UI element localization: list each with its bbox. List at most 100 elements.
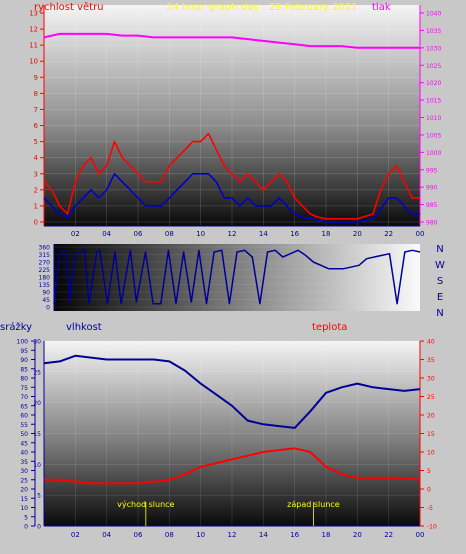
- pressure-tick-label: 1010: [426, 115, 441, 122]
- humidity-x-tick-label: 16: [290, 531, 299, 539]
- rain-tick-label: 60: [20, 413, 28, 420]
- compass-label: N: [436, 308, 443, 319]
- humidity-tick-label: 25: [33, 369, 41, 376]
- humidity-tick-label: 10: [33, 462, 41, 469]
- temperature-tick-label: 0: [427, 487, 431, 494]
- direction-series-layer: [53, 249, 421, 305]
- temperature-tick-label: 30: [427, 376, 435, 383]
- wind-tick-label: 8: [34, 90, 38, 98]
- pressure-tick-label: 980: [426, 220, 438, 227]
- direction-tick-label: 135: [39, 282, 51, 289]
- rain-tick-label: 0: [24, 524, 28, 531]
- humidity-label: vlhkost: [66, 322, 102, 333]
- wind-x-tick-label: 18: [322, 230, 331, 238]
- wind-x-tick-label: 06: [134, 230, 143, 238]
- temperature-label: teplota: [312, 322, 347, 333]
- wind-x-tick-label: 02: [71, 230, 80, 238]
- rain-label: srážky: [0, 321, 32, 333]
- direction-tick-label: 0: [46, 305, 50, 312]
- temperature-line: [44, 447, 421, 485]
- wind-x-tick-label: 20: [353, 230, 362, 238]
- wind-tick-label: 5: [34, 138, 38, 146]
- wind-x-tick-label: 12: [228, 230, 237, 238]
- rain-tick-label: 20: [20, 487, 28, 494]
- compass-label: S: [437, 276, 443, 287]
- wind-tick-label: 6: [34, 122, 39, 130]
- temperature-tick-label: -10: [427, 524, 437, 531]
- rain-tick-label: 100: [17, 339, 29, 346]
- direction-tick-label: 315: [39, 252, 51, 259]
- wind-series-layer: [43, 32, 420, 223]
- humidity-axis: 0 5 10 15 20 25 30: [33, 339, 45, 531]
- rain-tick-label: 70: [20, 394, 28, 401]
- temperature-tick-label: 35: [427, 357, 435, 364]
- humidity-tick-label: 30: [33, 339, 41, 346]
- humidity-tick-label: 0: [37, 524, 41, 531]
- temperature-tick-label: 5: [427, 468, 431, 475]
- wind-speed-label: rychlost větru: [34, 1, 104, 13]
- wind-panel-grid: [44, 5, 421, 226]
- humidity-x-tick-label: 02: [71, 531, 80, 539]
- rain-tick-label: 50: [20, 431, 28, 438]
- humidity-x-tick-label: 22: [384, 531, 393, 539]
- pressure-right-axis: 980 985 990 995 1000 1005 1010 1015 1020 1025 1030…: [419, 5, 441, 227]
- humidity-x-tick-label: 00: [416, 531, 425, 539]
- wind-tick-label: 0: [34, 219, 38, 227]
- pressure-tick-label: 1040: [426, 11, 441, 18]
- rain-tick-label: 25: [20, 477, 28, 484]
- direction-tick-label: 270: [39, 260, 51, 267]
- rain-tick-label: 65: [20, 403, 28, 410]
- rain-tick-label: 90: [20, 357, 28, 364]
- humidity-tick-label: 15: [33, 431, 41, 438]
- wind-x-tick-label: 00: [416, 230, 425, 238]
- pressure-tick-label: 1030: [426, 45, 441, 52]
- pressure-tick-label: 1015: [426, 98, 441, 105]
- chart-title: 24 hour graph day : 28 February 2021: [166, 2, 357, 13]
- humidity-tick-label: 5: [37, 493, 41, 500]
- sun-annotation-label: východ slunce: [117, 500, 174, 509]
- compass-label: N: [436, 244, 443, 255]
- wind-x-tick-label: 08: [165, 230, 174, 238]
- direction-line: [53, 249, 421, 305]
- humidity-x-tick-label: 06: [134, 531, 143, 539]
- humidity-tick-label: 20: [33, 400, 41, 407]
- wind-tick-label: 4: [34, 154, 39, 162]
- rain-tick-label: 75: [20, 385, 28, 392]
- rain-tick-label: 30: [20, 468, 28, 475]
- rain-tick-label: 95: [20, 348, 28, 355]
- direction-tick-label: 225: [39, 267, 51, 274]
- wind-x-tick-label: 10: [196, 230, 205, 238]
- pressure-tick-label: 1025: [426, 63, 441, 70]
- direction-tick-label: 45: [42, 297, 50, 304]
- wind-tick-label: 10: [29, 58, 38, 66]
- rain-tick-label: 85: [20, 366, 28, 373]
- rain-tick-label: 55: [20, 422, 28, 429]
- rain-tick-label: 10: [20, 505, 28, 512]
- humidity-x-tick-label: 12: [228, 531, 237, 539]
- temperature-tick-label: 40: [427, 339, 435, 346]
- temperature-tick-label: 10: [427, 450, 435, 457]
- direction-tick-label: 90: [42, 290, 50, 297]
- sun-annotation-label: západ slunce: [287, 500, 340, 509]
- pressure-tick-label: 1005: [426, 132, 441, 139]
- wind-x-tick-label: 16: [290, 230, 299, 238]
- rain-tick-label: 45: [20, 440, 28, 447]
- humidity-x-tick-label: 08: [165, 531, 174, 539]
- wind-tick-label: 7: [34, 106, 38, 114]
- wind-tick-label: 12: [29, 26, 38, 34]
- humidity-x-tick-label: 18: [322, 531, 331, 539]
- temperature-axis: -10 -5 0 5 10 15 20 25 30 35 40: [419, 339, 437, 531]
- humidity-x-tick-label: 10: [196, 531, 205, 539]
- rain-tick-label: 80: [20, 376, 28, 383]
- rain-tick-label: 5: [24, 514, 28, 521]
- pressure-tick-label: 1000: [426, 150, 441, 157]
- pressure-line: [43, 32, 420, 49]
- pressure-tick-label: 1035: [426, 28, 441, 35]
- humidity-line: [43, 354, 421, 429]
- wind-x-axis: 02 04 06 08 10 12 14 16 18 20 22 00: [44, 225, 425, 238]
- wind-tick-label: 9: [34, 74, 38, 82]
- humidity-x-axis: 02 04 06 08 10 12 14 16 18 20 22 00: [44, 525, 425, 539]
